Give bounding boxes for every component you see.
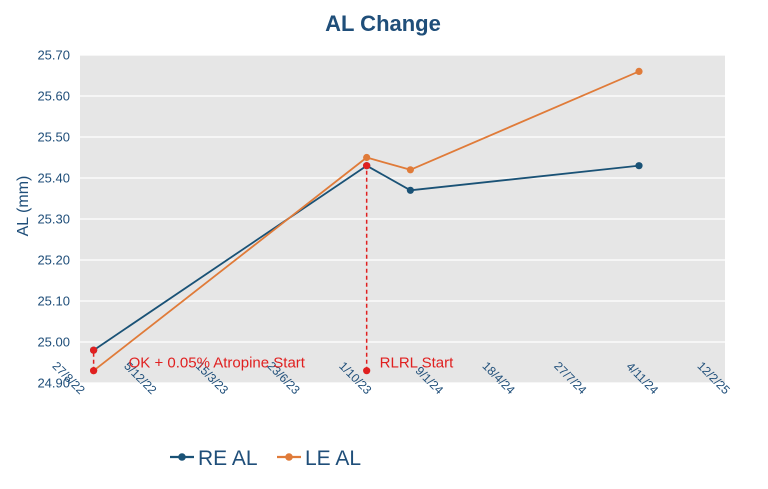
y-tick-label: 25.70 [37, 48, 70, 63]
y-tick-label: 25.60 [37, 89, 70, 104]
y-tick-label: 25.20 [37, 253, 70, 268]
y-tick-label: 25.30 [37, 212, 70, 227]
annotation-point [90, 346, 98, 354]
annotation-point [90, 367, 98, 375]
data-point [635, 162, 643, 170]
annotation-label: RLRL Start [380, 355, 454, 372]
annotation-point [363, 162, 371, 170]
y-axis-label: AL (mm) [15, 176, 32, 237]
gridlines [80, 54, 725, 384]
legend-entry: RE AL [198, 447, 258, 470]
legend-marker [285, 453, 293, 461]
annotations: OK + 0.05% Atropine Start RLRL Start [90, 162, 454, 375]
series-line-re-al [93, 164, 640, 351]
legend-marker [178, 453, 186, 461]
annotation-point [363, 367, 371, 375]
y-tick-label: 25.10 [37, 294, 70, 309]
data-point [406, 186, 414, 194]
data-point [363, 153, 371, 162]
annotation-label: OK + 0.05% Atropine Start [129, 355, 306, 372]
chart-title: AL Change [325, 11, 441, 36]
y-axis-ticks: 24.90 25.00 25.10 25.20 25.30 25.40 25.50 25.60… [37, 48, 70, 391]
y-tick-label: 25.40 [37, 171, 70, 186]
y-tick-label: 25.50 [37, 130, 70, 145]
data-point [406, 166, 414, 174]
data-point [635, 67, 643, 75]
series-line-le-al [93, 70, 640, 372]
y-tick-label: 24.90 [37, 376, 70, 391]
legend-entry: LE AL [305, 447, 361, 470]
y-tick-label: 25.00 [37, 335, 70, 350]
legend: RE AL LE AL [170, 447, 361, 470]
